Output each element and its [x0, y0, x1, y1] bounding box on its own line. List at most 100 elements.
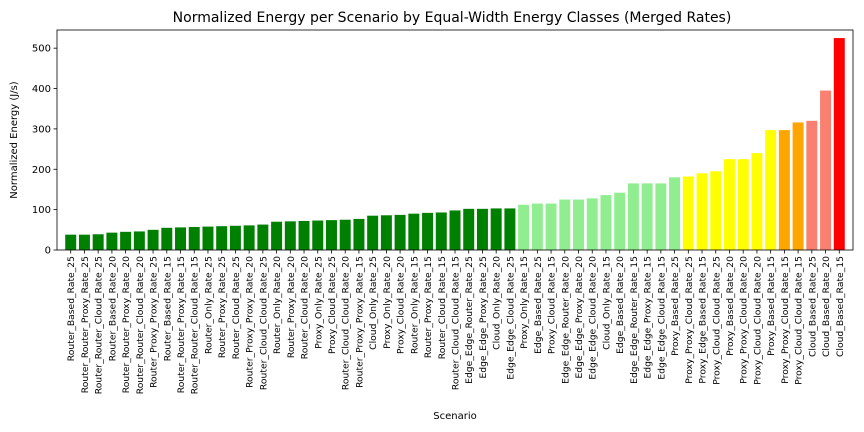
- chart-title: Normalized Energy per Scenario by Equal-…: [173, 10, 732, 26]
- x-tick-label: Proxy_Only_Rate_25: [313, 256, 324, 349]
- bars-group: [65, 38, 845, 250]
- bar-34: [518, 204, 530, 250]
- bar-49: [723, 159, 735, 250]
- x-tick-label: Router_Only_Rate_25: [203, 256, 214, 354]
- bar-4: [106, 232, 118, 250]
- x-tick-label: Edge_Edge_Cloud_Rate_20: [588, 256, 599, 380]
- x-tick-label: Router_Only_Rate_15: [409, 256, 420, 354]
- x-tick-label: Router_Router_Proxy_Rate_15: [176, 256, 187, 393]
- x-tick-label: Edge_Edge_Cloud_Rate_25: [505, 256, 516, 380]
- bar-18: [298, 220, 310, 250]
- bar-42: [627, 183, 639, 250]
- x-tick-label: Proxy_Based_Rate_20: [725, 256, 736, 356]
- bar-31: [476, 208, 488, 250]
- y-tick-label: 100: [32, 205, 51, 216]
- x-tick-label: Proxy_Proxy_Cloud_Rate_15: [780, 256, 791, 384]
- plot-frame: [56, 29, 854, 251]
- x-tick-label: Router_Router_Cloud_Rate_25: [94, 256, 105, 394]
- bar-57: [833, 38, 845, 250]
- x-tick-label: Router_Proxy_Rate_25: [217, 256, 228, 358]
- bar-39: [586, 198, 598, 250]
- bar-45: [669, 177, 681, 250]
- bar-51: [751, 153, 763, 250]
- x-tick-label: Router_Cloud_Cloud_Rate_20: [341, 256, 352, 390]
- x-tick-label: Cloud_Based_Rate_15: [835, 256, 846, 357]
- x-tick-label: Proxy_Only_Rate_20: [382, 256, 393, 349]
- x-tick-label: Proxy_Only_Rate_15: [519, 256, 530, 349]
- bar-29: [449, 210, 461, 250]
- x-axis: Router_Based_Rate_25 Router_Router_Proxy_…: [66, 250, 846, 394]
- x-tick-label: Proxy_Cloud_Rate_20: [396, 256, 407, 354]
- bar-15: [257, 224, 269, 250]
- y-tick-label: 500: [32, 44, 51, 55]
- x-tick-label: Edge_Edge_Cloud_Rate_15: [656, 256, 667, 380]
- bar-10: [188, 226, 200, 250]
- bar-16: [271, 221, 283, 250]
- x-tick-label: Router_Proxy_Rate_15: [423, 256, 434, 358]
- bar-14: [243, 225, 255, 250]
- bar-5: [120, 231, 132, 250]
- x-tick-label: Router_Proxy_Proxy_Rate_25: [149, 256, 160, 388]
- bar-27: [422, 212, 434, 250]
- y-tick-label: 300: [32, 124, 51, 135]
- bar-7: [147, 229, 159, 250]
- x-tick-label: Router_Router_Cloud_Rate_20: [135, 256, 146, 394]
- x-axis-label: Scenario: [433, 411, 476, 422]
- bar-2: [78, 234, 90, 250]
- x-tick-label: Proxy_Cloud_Cloud_Rate_25: [711, 256, 722, 385]
- bar-3: [92, 234, 104, 250]
- y-tick-label: 400: [32, 84, 51, 95]
- bar-8: [161, 227, 173, 250]
- bar-56: [820, 90, 832, 250]
- x-tick-label: Edge_Based_Rate_20: [615, 256, 626, 354]
- bar-48: [710, 171, 722, 250]
- bar-33: [504, 208, 516, 250]
- x-tick-label: Edge_Edge_Proxy_Rate_20: [574, 256, 585, 379]
- x-tick-label: Router_Cloud_Cloud_Rate_15: [451, 256, 462, 390]
- bar-21: [339, 219, 351, 250]
- bar-35: [531, 203, 543, 250]
- x-tick-label: Proxy_Cloud_Cloud_Rate_15: [794, 256, 805, 385]
- bar-12: [216, 226, 228, 250]
- x-tick-label: Router_Router_Proxy_Rate_25: [80, 256, 91, 393]
- y-tick-label: 0: [45, 246, 51, 257]
- bar-41: [614, 192, 626, 250]
- x-tick-label: Proxy_Proxy_Cloud_Rate_25: [684, 256, 695, 384]
- x-tick-label: Edge_Edge_Router_Rate_15: [629, 256, 640, 384]
- x-tick-label: Proxy_Proxy_Cloud_Rate_20: [739, 256, 750, 384]
- bar-46: [682, 176, 694, 250]
- x-tick-label: Proxy_Edge_Based_Rate_15: [698, 256, 709, 384]
- x-tick-label: Router_Router_Proxy_Rate_20: [121, 256, 132, 393]
- bar-23: [367, 215, 379, 250]
- bar-40: [600, 195, 612, 250]
- x-tick-label: Cloud_Based_Rate_20: [821, 256, 832, 357]
- x-tick-label: Cloud_Only_Rate_20: [492, 256, 503, 350]
- bar-6: [133, 231, 145, 250]
- x-tick-label: Router_Cloud_Rate_20: [300, 256, 311, 359]
- x-tick-label: Proxy_Based_Rate_15: [766, 256, 777, 356]
- x-tick-label: Proxy_Cloud_Rate_25: [327, 256, 338, 354]
- bar-54: [792, 122, 804, 250]
- x-tick-label: Router_Based_Rate_20: [107, 256, 118, 361]
- y-axis-label: Normalized Energy (J/s): [9, 81, 20, 199]
- x-tick-label: Edge_Edge_Router_Rate_25: [464, 256, 475, 384]
- bar-22: [353, 218, 365, 250]
- x-tick-label: Router_Proxy_Proxy_Rate_15: [354, 256, 365, 388]
- x-tick-label: Edge_Based_Rate_25: [533, 256, 544, 354]
- bar-24: [380, 215, 392, 250]
- bar-9: [175, 227, 187, 250]
- x-tick-label: Router_Based_Rate_25: [66, 256, 77, 361]
- bar-1: [65, 234, 77, 250]
- x-tick-label: Router_Based_Rate_15: [162, 256, 173, 361]
- x-tick-label: Edge_Edge_Proxy_Rate_15: [643, 256, 654, 379]
- bar-32: [490, 208, 502, 250]
- x-tick-label: Cloud_Based_Rate_25: [807, 256, 818, 357]
- bar-50: [737, 159, 749, 250]
- bar-44: [655, 183, 667, 250]
- bar-11: [202, 226, 214, 250]
- bar-26: [408, 213, 420, 250]
- x-tick-label: Edge_Edge_Router_Rate_20: [560, 256, 571, 384]
- x-tick-label: Proxy_Cloud_Cloud_Rate_20: [752, 256, 763, 385]
- bar-36: [545, 203, 557, 250]
